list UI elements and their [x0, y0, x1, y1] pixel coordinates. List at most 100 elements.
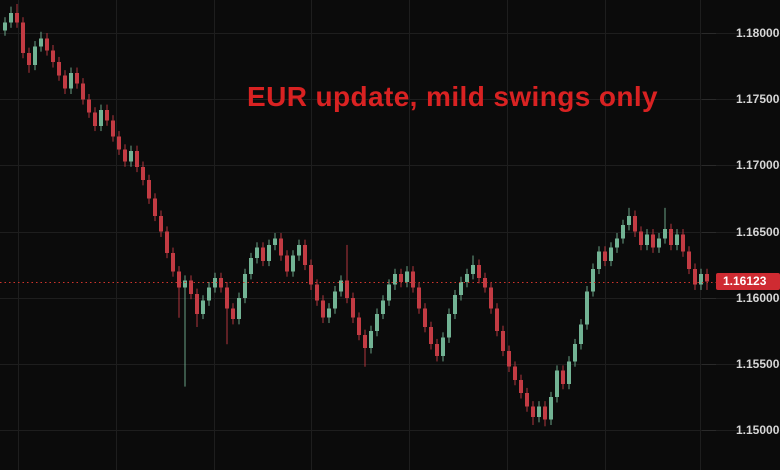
price-axis-label: 1.18000	[736, 26, 780, 41]
candle-body	[135, 150, 139, 167]
candle-body	[495, 308, 499, 331]
candle-body	[537, 406, 541, 418]
candle-body	[507, 350, 511, 367]
candle-body	[591, 268, 595, 292]
candle-body	[27, 52, 31, 65]
candle-body	[423, 308, 427, 328]
candle-wick	[346, 244, 348, 304]
candle-body	[663, 229, 667, 239]
candle-body	[549, 397, 553, 420]
candle-body	[615, 238, 619, 248]
candle-body	[399, 274, 403, 282]
candle-wick	[664, 207, 666, 244]
candle-body	[291, 255, 295, 272]
candle-body	[573, 344, 577, 362]
candle-body	[99, 109, 103, 126]
candle-body	[339, 280, 343, 292]
candle-body	[51, 50, 55, 63]
candle-body	[585, 291, 589, 325]
candle-body	[669, 229, 673, 245]
candle-body	[45, 38, 49, 51]
price-axis-label: 1.16000	[736, 290, 780, 305]
candle-body	[237, 297, 241, 320]
candle-body	[657, 238, 661, 248]
candle-body	[285, 255, 289, 272]
candle-body	[129, 150, 133, 162]
candle-body	[447, 313, 451, 338]
candle-wick	[184, 275, 186, 387]
candle-body	[393, 274, 397, 285]
candle-body	[429, 327, 433, 345]
candle-body	[213, 278, 217, 288]
candle-body	[435, 344, 439, 357]
candle-body	[405, 271, 409, 282]
candle-body	[501, 330, 505, 351]
candle-body	[483, 278, 487, 288]
candle-body	[69, 72, 73, 89]
candle-body	[321, 300, 325, 318]
candle-body	[303, 244, 307, 265]
candle-body	[33, 46, 37, 65]
candle-body	[645, 234, 649, 245]
candle-body	[201, 300, 205, 314]
candle-body	[123, 149, 127, 162]
candle-body	[147, 180, 151, 199]
candle-body	[153, 198, 157, 216]
candle-body	[189, 280, 193, 294]
chart-annotation-title: EUR update, mild swings only	[247, 81, 659, 112]
candle-body	[345, 280, 349, 298]
candle-body	[525, 393, 529, 407]
candle-body	[3, 22, 7, 31]
candle-body	[387, 284, 391, 301]
last-price-value: 1.16123	[723, 274, 767, 289]
candle-body	[699, 274, 703, 285]
candle-body	[9, 13, 13, 23]
candle-body	[267, 244, 271, 261]
candle-body	[627, 215, 631, 226]
candle-body	[375, 313, 379, 331]
candle-body	[357, 317, 361, 335]
candle-body	[681, 234, 685, 252]
candle-body	[465, 274, 469, 282]
candle-body	[411, 271, 415, 288]
candle-body	[159, 215, 163, 232]
candle-body	[543, 406, 547, 420]
candle-body	[57, 62, 61, 76]
candle-body	[519, 379, 523, 394]
candle-body	[249, 258, 253, 275]
candle-body	[675, 234, 679, 245]
candle-body	[381, 300, 385, 314]
price-axis-label: 1.15000	[736, 423, 780, 438]
candle-body	[555, 370, 559, 398]
candle-body	[105, 109, 109, 121]
candle-body	[111, 120, 115, 137]
candle-body	[621, 225, 625, 239]
candle-body	[117, 136, 121, 150]
candle-wick	[226, 282, 228, 345]
candle-body	[441, 337, 445, 357]
candle-body	[261, 247, 265, 261]
candle-body	[141, 166, 145, 181]
candle-body	[651, 234, 655, 248]
candle-body	[531, 406, 535, 418]
candle-body	[633, 215, 637, 232]
candle-body	[171, 252, 175, 272]
candle-body	[459, 282, 463, 296]
candle-body	[333, 291, 337, 309]
candle-body	[243, 274, 247, 298]
candle-body	[579, 324, 583, 345]
candle-body	[567, 361, 571, 384]
candle-body	[75, 72, 79, 84]
candle-body	[15, 13, 19, 23]
candle-body	[87, 99, 91, 113]
candle-body	[477, 264, 481, 279]
candle-body	[609, 247, 613, 261]
candle-body	[705, 274, 709, 282]
candle-body	[81, 83, 85, 100]
candle-body	[165, 231, 169, 253]
candle-body	[231, 308, 235, 320]
candle-body	[417, 287, 421, 309]
candle-body	[603, 251, 607, 261]
